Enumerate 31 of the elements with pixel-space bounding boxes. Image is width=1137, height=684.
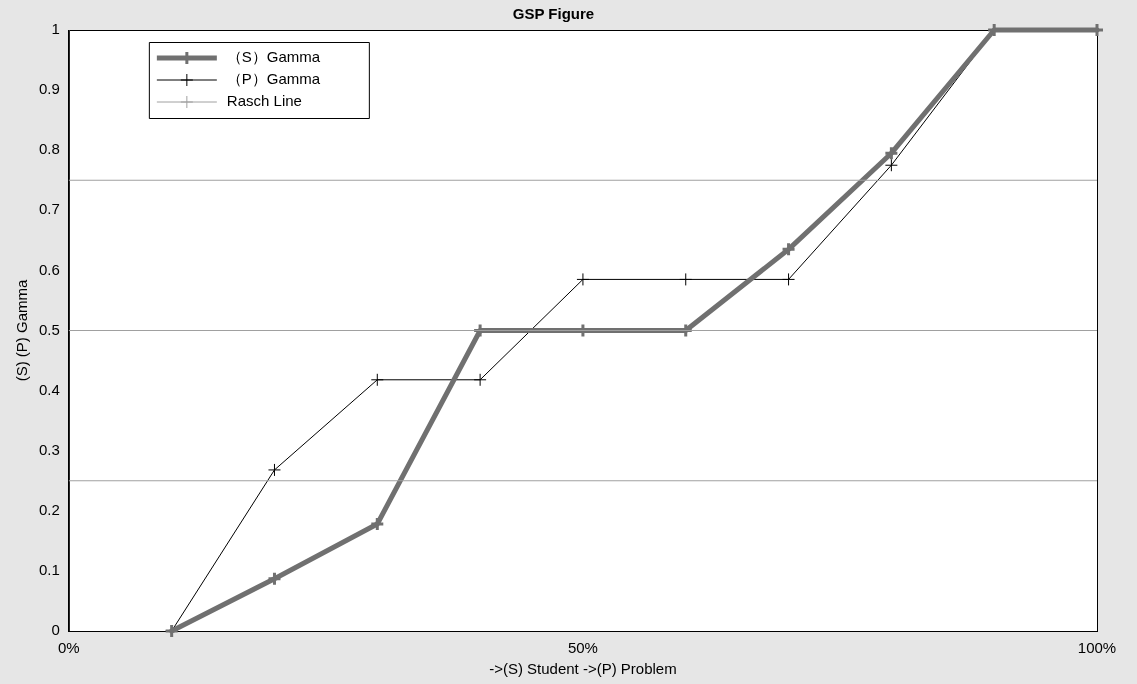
y-tick-label: 0.8 bbox=[38, 140, 60, 158]
point bbox=[473, 373, 487, 387]
point bbox=[782, 272, 796, 286]
y-tick-label: 0.1 bbox=[38, 561, 60, 579]
point bbox=[267, 463, 281, 477]
legend-label: （S）Gamma bbox=[226, 48, 321, 66]
y-tick-label: 0.3 bbox=[38, 440, 60, 458]
x-tick-label: 0% bbox=[58, 639, 80, 657]
y-tick-label: 0.9 bbox=[38, 80, 60, 98]
y-tick-label: 0.2 bbox=[38, 500, 60, 518]
point bbox=[266, 571, 282, 587]
legend-label: （P）Gamma bbox=[226, 70, 321, 88]
point bbox=[884, 158, 898, 172]
y-tick-label: 0 bbox=[51, 621, 60, 639]
x-tick-label: 100% bbox=[1077, 639, 1117, 657]
y-tick-label: 0.5 bbox=[38, 320, 60, 338]
y-tick-label: 1 bbox=[51, 20, 60, 38]
y-axis-title: (S) (P) Gamma bbox=[13, 279, 31, 382]
x-axis-title: ->(S) Student ->(P) Problem bbox=[489, 660, 677, 678]
point bbox=[781, 241, 797, 257]
y-tick-label: 0.6 bbox=[38, 260, 60, 278]
legend-label: Rasch Line bbox=[226, 92, 302, 110]
y-tick-label: 0.4 bbox=[38, 380, 60, 398]
chart-title: GSP Figure bbox=[512, 5, 595, 23]
x-tick-label: 50% bbox=[567, 639, 598, 657]
point bbox=[369, 516, 385, 532]
y-tick-label: 0.7 bbox=[38, 200, 60, 218]
point bbox=[883, 145, 899, 161]
point bbox=[370, 373, 384, 387]
point bbox=[679, 272, 693, 286]
point bbox=[576, 272, 590, 286]
